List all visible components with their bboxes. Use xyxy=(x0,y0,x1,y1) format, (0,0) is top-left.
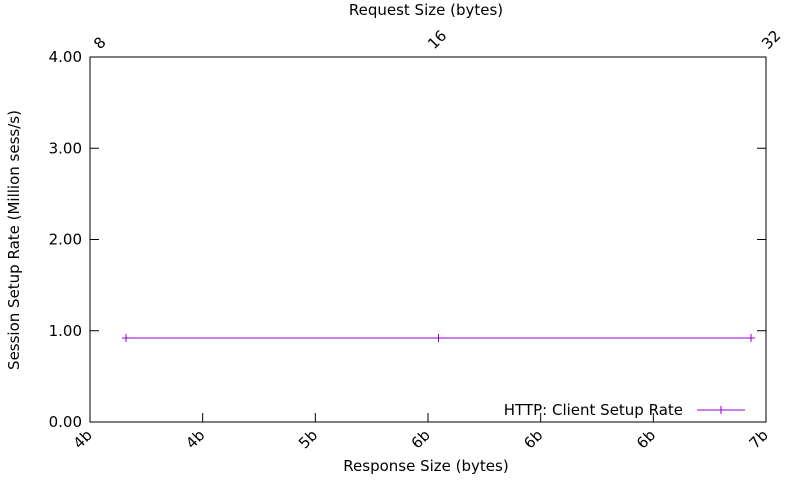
data-point-marker xyxy=(122,334,130,343)
bottom-axis-title: Response Size (bytes) xyxy=(343,457,508,475)
y-tick-label: 0.00 xyxy=(49,413,82,431)
legend: HTTP: Client Setup Rate xyxy=(504,401,745,419)
y-tick-label: 2.00 xyxy=(49,231,82,249)
top-tick-label: 16 xyxy=(424,27,450,53)
y-axis-title: Session Setup Rate (Million sess/s) xyxy=(5,110,23,370)
legend-label: HTTP: Client Setup Rate xyxy=(504,401,683,419)
y-tick-label: 1.00 xyxy=(49,322,82,340)
bottom-tick-label: 6b xyxy=(633,426,659,452)
top-tick-label: 8 xyxy=(90,33,109,52)
top-axis-ticks: 8 16 32 xyxy=(90,27,784,53)
data-point-marker xyxy=(747,334,755,343)
bottom-tick-label: 6b xyxy=(520,426,546,452)
legend-marker xyxy=(717,406,725,414)
bottom-tick-label: 4b xyxy=(182,426,208,452)
top-tick-label: 32 xyxy=(758,27,784,53)
data-point-marker xyxy=(434,334,443,343)
y-axis-ticks: 0.00 1.00 2.00 3.00 4.00 xyxy=(49,48,766,431)
bottom-tick-label: 7b xyxy=(746,426,772,452)
top-axis-title: Request Size (bytes) xyxy=(349,1,503,19)
y-tick-label: 4.00 xyxy=(49,48,82,66)
y-tick-label: 3.00 xyxy=(49,139,82,157)
plot-frame xyxy=(89,56,767,423)
bottom-tick-label: 5b xyxy=(295,426,321,452)
bottom-tick-label: 6b xyxy=(408,426,434,452)
series-layer xyxy=(122,334,755,343)
